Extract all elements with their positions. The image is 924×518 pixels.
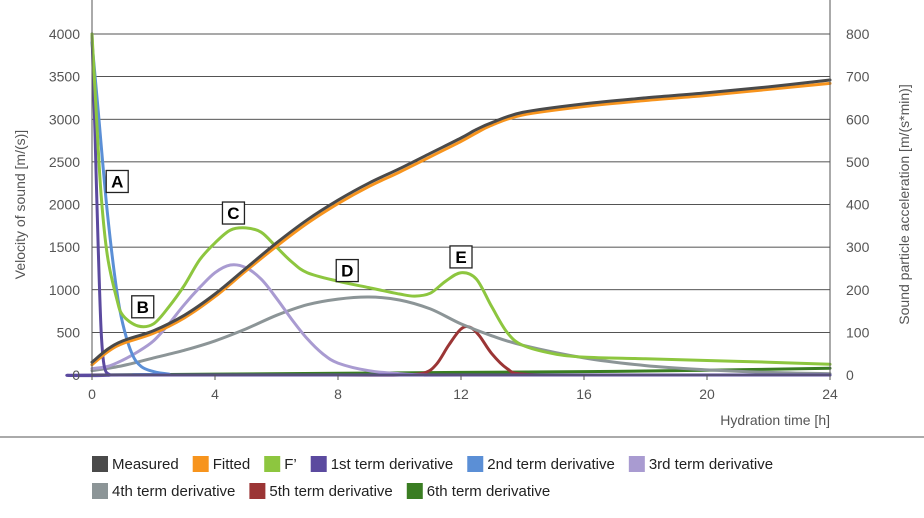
y2-tick-label: 800 [846, 26, 870, 42]
x-tick-label: 20 [699, 386, 715, 402]
annotation-box [105, 169, 129, 194]
legend-swatch [92, 456, 108, 472]
gridlines [92, 33, 830, 333]
series-line-fitted [90, 81, 832, 367]
legend-item-f: F’ [264, 456, 297, 473]
y-tick-label: 2000 [49, 197, 80, 213]
legend: Measured Fitted F’ 1st term derivative 2nd t… [92, 456, 773, 500]
y-tick-label: 1000 [49, 282, 80, 298]
y2-tick-label: 600 [846, 111, 870, 127]
series-line-3rd-term-derivative [90, 263, 832, 377]
annotation-e: E [449, 245, 473, 269]
annotation-label: E [455, 248, 466, 267]
series-line-f [90, 32, 832, 366]
y2-axis-title: Sound particle acceleration [m/(s*min)] [896, 84, 912, 324]
y-tick-label: 1500 [49, 239, 80, 255]
legend-label: 3rd term derivative [649, 456, 773, 473]
annotation-label: D [341, 262, 353, 281]
x-tick-label: 0 [88, 386, 96, 402]
annotations: A B C D E [105, 169, 473, 319]
legend-swatch [406, 483, 423, 499]
x-tick-label: 16 [576, 386, 592, 402]
legend-label: 2nd term derivative [487, 456, 615, 473]
legend-swatch [192, 456, 209, 472]
legend-item-2nd-term-derivative: 2nd term derivative [467, 456, 615, 473]
annotation-b: B [131, 295, 155, 319]
annotation-c: C [221, 201, 246, 225]
legend-item-5th-term-derivative: 5th term derivative [249, 483, 393, 500]
x-axis-title: Hydration time [h] [720, 412, 830, 428]
axes: 0500100015002000250030003500400001002003… [49, 0, 870, 402]
series-line-4th-term-derivative [90, 295, 832, 376]
legend-label: 5th term derivative [269, 483, 392, 500]
annotation-label: C [227, 204, 239, 223]
legend-swatch [264, 456, 281, 472]
legend-swatch [92, 483, 108, 499]
y2-tick-label: 500 [846, 154, 870, 170]
legend-item-measured: Measured [92, 456, 179, 473]
x-tick-label: 12 [453, 386, 469, 402]
y-tick-label: 2500 [49, 154, 80, 170]
y-tick-label: 500 [57, 324, 81, 340]
legend-label: 6th term derivative [427, 483, 550, 500]
y2-tick-label: 400 [846, 197, 870, 213]
annotation-box [131, 295, 155, 319]
legend-label: Measured [112, 456, 179, 473]
x-tick-label: 24 [822, 386, 838, 402]
x-tick-label: 8 [334, 386, 342, 402]
series-line-measured [90, 78, 832, 364]
y2-tick-label: 100 [846, 324, 870, 340]
annotation-a: A [105, 169, 129, 194]
annotation-box [449, 245, 473, 269]
y-tick-label: 3000 [49, 111, 80, 127]
y2-tick-label: 200 [846, 282, 870, 298]
x-tick-label: 4 [211, 386, 219, 402]
legend-item-6th-term-derivative: 6th term derivative [406, 483, 550, 500]
series-line-5th-term-derivative [90, 325, 832, 377]
legend-item-fitted: Fitted [192, 456, 251, 473]
legend-swatch [310, 456, 327, 472]
annotation-label: B [137, 298, 149, 317]
legend-swatch [628, 456, 645, 472]
annotation-box [221, 201, 246, 225]
legend-swatch [467, 456, 484, 472]
legend-item-3rd-term-derivative: 3rd term derivative [628, 456, 773, 473]
y2-tick-label: 300 [846, 239, 870, 255]
legend-label: 4th term derivative [112, 483, 235, 500]
y2-tick-label: 700 [846, 69, 870, 85]
y-tick-label: 3500 [49, 69, 80, 85]
annotation-box [335, 258, 359, 283]
legend-label: 1st term derivative [331, 456, 454, 473]
legend-label: F’ [284, 456, 297, 473]
legend-item-1st-term-derivative: 1st term derivative [310, 456, 454, 473]
annotation-d: D [335, 258, 359, 283]
legend-item-4th-term-derivative: 4th term derivative [92, 483, 235, 500]
y-tick-label: 0 [72, 367, 80, 383]
y-axis-title: Velocity of sound [m/(s)] [12, 130, 28, 279]
legend-swatch [249, 483, 266, 499]
y2-tick-label: 0 [846, 367, 854, 383]
annotation-label: A [111, 172, 123, 191]
legend-label: Fitted [213, 456, 251, 473]
y-tick-label: 4000 [49, 26, 80, 42]
